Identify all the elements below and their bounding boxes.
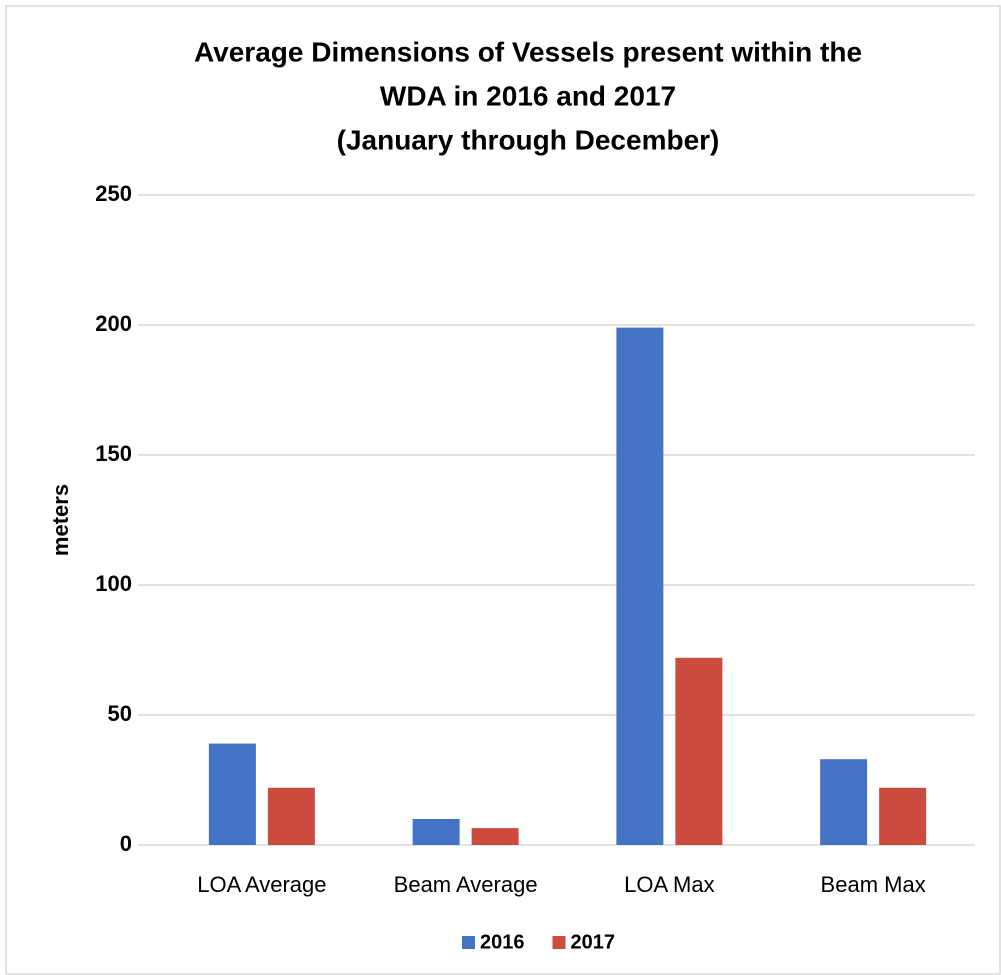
bar [879, 787, 927, 845]
y-tick-label: 100 [95, 571, 132, 596]
y-tick-label: 150 [95, 441, 132, 466]
x-tick-label: Beam Average [394, 872, 538, 897]
chart-title: WDA in 2016 and 2017 [380, 80, 676, 111]
legend-swatch [552, 936, 566, 949]
bar [675, 657, 723, 845]
y-tick-label: 250 [95, 181, 132, 206]
bar [471, 828, 519, 845]
legend-label: 2017 [571, 931, 616, 953]
legend-swatch [462, 936, 475, 949]
y-tick-label: 200 [95, 311, 132, 336]
y-axis-label: meters [48, 484, 73, 556]
x-tick-label: Beam Max [821, 872, 926, 897]
x-tick-label: LOA Average [197, 872, 326, 897]
bar [267, 787, 315, 845]
bar [208, 743, 256, 845]
bar [820, 759, 868, 845]
bar [616, 327, 664, 846]
y-tick-label: 0 [120, 831, 132, 856]
bar [412, 819, 460, 845]
legend-label: 2016 [480, 931, 525, 953]
x-tick-label: LOA Max [624, 872, 714, 897]
y-tick-label: 50 [108, 701, 132, 726]
chart-title: Average Dimensions of Vessels present wi… [194, 36, 862, 67]
chart-title: (January through December) [337, 124, 720, 155]
